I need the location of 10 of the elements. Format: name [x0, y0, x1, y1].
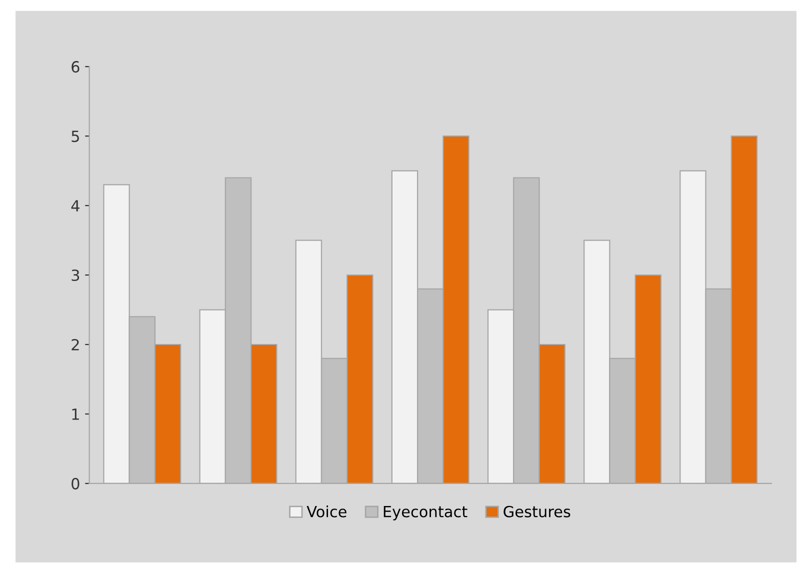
y-tick-label: 4: [71, 200, 80, 212]
y-tick-label: 1: [72, 408, 79, 420]
y-tick-label: 6: [72, 61, 80, 73]
legend-label: Eyecontact: [384, 506, 468, 520]
y-tick-label: 3: [72, 269, 80, 282]
y-tick-label: 5: [72, 130, 79, 142]
legend-label: Voice: [306, 506, 346, 518]
y-tick-label: 0: [72, 478, 80, 490]
legend-label: Gestures: [504, 506, 570, 518]
y-tick-label: 2: [72, 338, 79, 350]
